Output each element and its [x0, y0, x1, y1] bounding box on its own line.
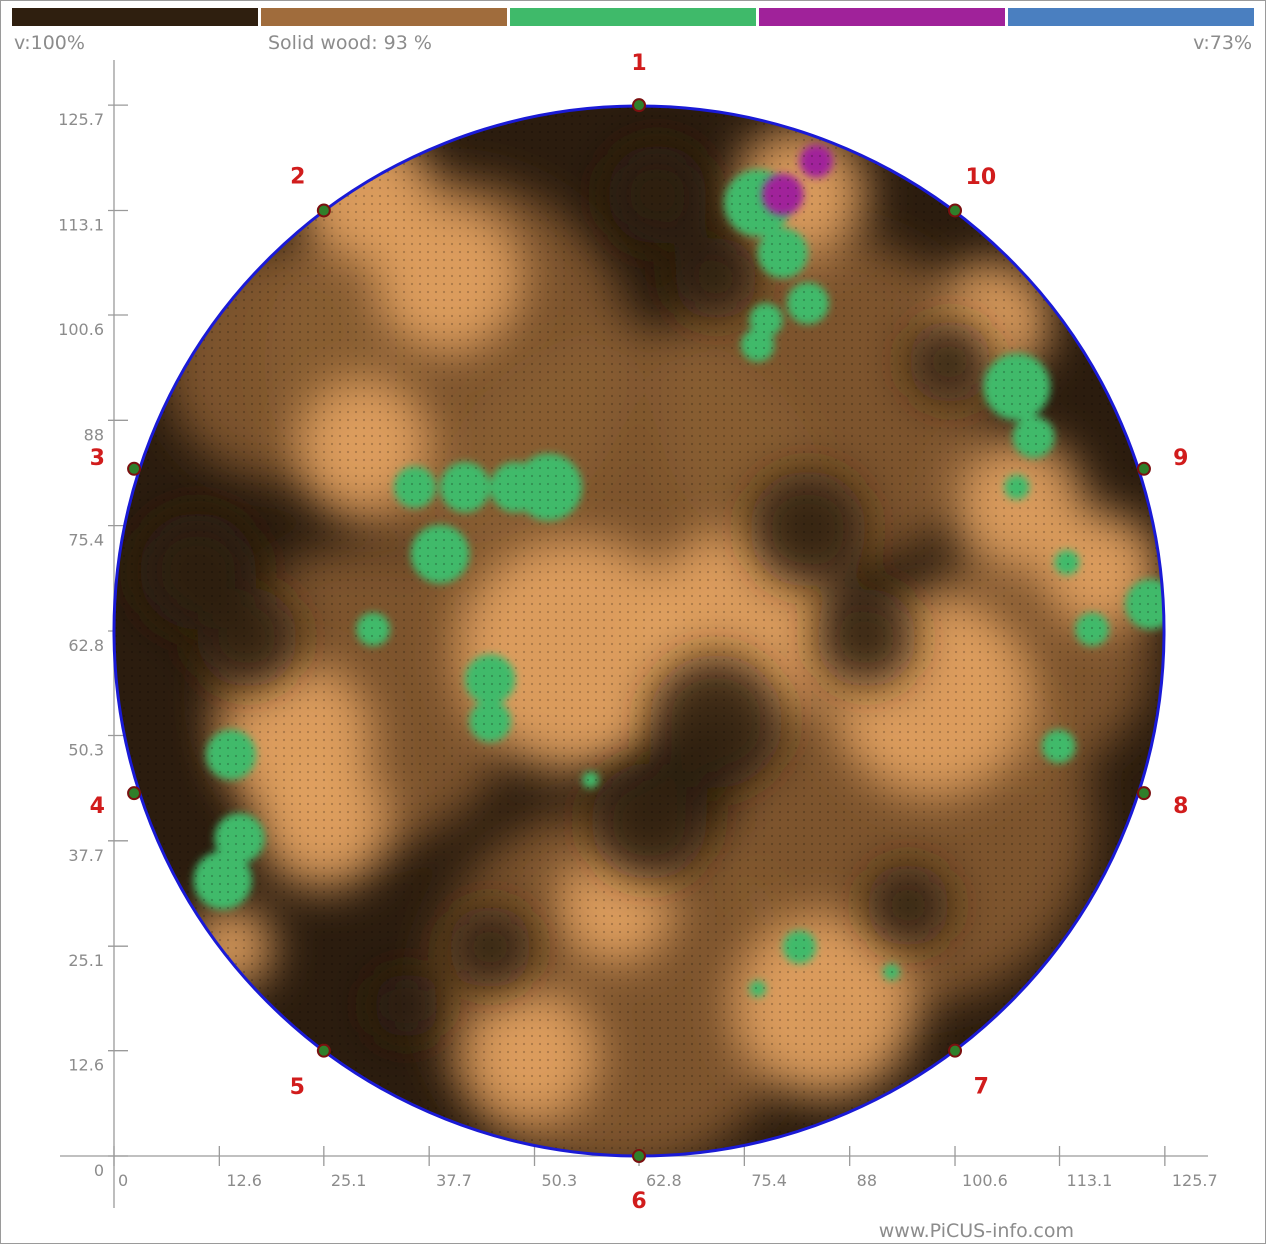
color-scale-segment-cavity: [1008, 8, 1254, 26]
sensor-point: [1136, 786, 1151, 801]
sensor-point: [632, 98, 647, 113]
y-tick-label: 100.6: [58, 320, 104, 339]
y-tick-label: 0: [94, 1161, 104, 1180]
y-tick-label: 88: [84, 425, 104, 444]
sensor-points: 1 2 3 4 5 6 7 8 9 10: [90, 51, 1189, 1214]
x-tick-label: 88: [857, 1171, 877, 1190]
color-scale-segment-decay: [510, 8, 759, 26]
velocity-min-label: v:73%: [1193, 32, 1252, 54]
sensor-point: [948, 203, 963, 218]
sensor-label: 5: [290, 1075, 305, 1100]
y-tick-label: 25.1: [68, 951, 104, 970]
x-tick-label: 25.1: [331, 1171, 367, 1190]
sensor-label: 8: [1173, 794, 1188, 819]
y-tick-label: 75.4: [68, 531, 104, 550]
sensor-label: 9: [1173, 446, 1188, 471]
x-tick-label: 113.1: [1067, 1171, 1113, 1190]
sensor-label: 4: [90, 794, 105, 819]
y-tick-label: 37.7: [68, 846, 104, 865]
sensor-point: [632, 1149, 647, 1163]
sensor-label: 7: [974, 1075, 989, 1100]
x-tick-label: 0: [118, 1171, 128, 1190]
x-tick-label: 125.7: [1172, 1171, 1218, 1190]
color-scale-bar: [12, 8, 1254, 26]
x-tick-label: 62.8: [646, 1171, 682, 1190]
color-scale-segment-medium: [261, 8, 510, 26]
color-scale-segment-sound: [12, 8, 261, 26]
velocity-max-label: v:100%: [14, 32, 85, 54]
site-url: www.PiCUS-info.com: [878, 1220, 1074, 1242]
sensor-label: 2: [290, 165, 305, 190]
sensor-label: 6: [631, 1189, 646, 1214]
sensor-label: 1: [631, 51, 646, 76]
sensor-point: [316, 203, 331, 218]
y-tick-label: 62.8: [68, 636, 104, 655]
sensor-point: [316, 1043, 331, 1058]
x-tick-label: 50.3: [542, 1171, 578, 1190]
y-tick-label: 12.6: [68, 1056, 104, 1075]
y-tick-label: 125.7: [58, 110, 104, 129]
x-tick-label: 100.6: [962, 1171, 1008, 1190]
y-tick-label: 113.1: [58, 215, 104, 234]
sensor-point: [127, 461, 142, 476]
x-tick-label: 75.4: [751, 1171, 787, 1190]
sensor-point: [1136, 461, 1151, 476]
solid-wood-label: Solid wood: 93 %: [268, 32, 432, 54]
sensor-point: [127, 786, 142, 801]
x-tick-label: 12.6: [226, 1171, 262, 1190]
sensor-label: 3: [90, 446, 105, 471]
sensor-label: 10: [966, 165, 997, 190]
y-tick-label: 50.3: [68, 740, 104, 759]
color-scale-segment-severe: [759, 8, 1008, 26]
axes: 0 12.6 25.1 37.7 50.3 62.8 75.4 88 100.6 113.1 125…: [58, 60, 1218, 1208]
sensor-point: [948, 1043, 963, 1058]
x-tick-label: 37.7: [436, 1171, 472, 1190]
